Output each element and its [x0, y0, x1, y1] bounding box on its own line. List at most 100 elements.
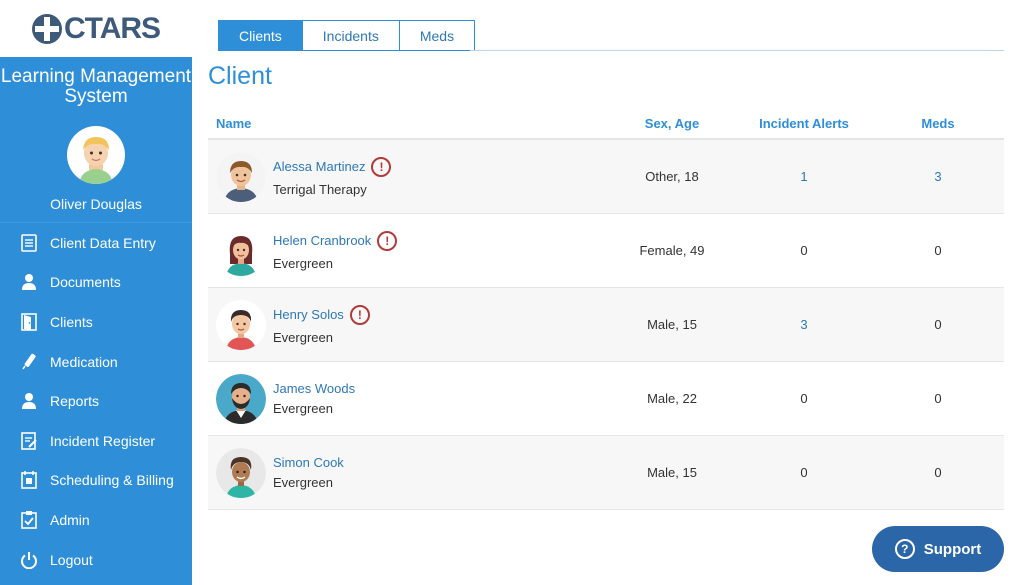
name-cell: Simon Cook Evergreen: [208, 447, 608, 498]
incident-alerts-cell[interactable]: 3: [800, 317, 808, 332]
tab-divider: [470, 50, 1004, 51]
incident-alerts-cell: 0: [800, 465, 808, 480]
clipboard-edit-icon: [20, 431, 38, 450]
door-icon: [20, 313, 38, 331]
sidebar-panel: Learning Management System Oliver Dougla…: [0, 57, 192, 585]
column-header-incident-alerts[interactable]: Incident Alerts: [759, 115, 849, 131]
calendar-icon: [20, 471, 38, 490]
person-icon: [20, 273, 38, 291]
sex-age-cell: Male, 15: [647, 317, 697, 332]
sidebar-item-label: Medication: [50, 353, 118, 370]
incident-alerts-cell[interactable]: 1: [800, 169, 808, 184]
curly-hair-boy-avatar-icon: [216, 447, 266, 498]
support-button[interactable]: ? Support: [872, 526, 1004, 572]
syringe-icon: [20, 353, 38, 371]
client-avatar: [216, 151, 266, 202]
person-icon: [20, 392, 38, 410]
client-name-link[interactable]: James Woods: [273, 381, 356, 396]
client-organization: Evergreen: [273, 475, 333, 490]
sidebar-item-clients[interactable]: Clients: [0, 302, 192, 342]
alert-icon[interactable]: !: [349, 304, 370, 325]
clipboard-check-icon: [20, 510, 38, 529]
sidebar-item-label: Documents: [50, 274, 121, 291]
logo-text: CTARS: [63, 11, 161, 45]
incident-alerts-cell: 0: [800, 243, 808, 258]
client-name-link[interactable]: Alessa Martinez !: [273, 156, 392, 177]
sidebar-item-label: Reports: [50, 393, 100, 410]
sidebar: CTARS Learning Management System Oliver …: [0, 0, 192, 585]
sidebar-item-client-data-entry[interactable]: Client Data Entry: [0, 223, 192, 263]
woman-avatar-icon: [216, 225, 266, 276]
sidebar-item-label: Admin: [50, 511, 90, 528]
app-title: Learning Management System: [0, 66, 192, 107]
meds-cell: 0: [934, 243, 942, 258]
page-title: Client: [208, 62, 272, 90]
client-organization: Terrigal Therapy: [273, 181, 367, 197]
tab-bar: Clients Incidents Meds: [218, 20, 476, 51]
meds-cell: 0: [934, 317, 942, 332]
table-row[interactable]: Alessa Martinez ! Terrigal Therapy Other…: [208, 140, 1004, 214]
sex-age-cell: Male, 22: [647, 391, 697, 406]
sidebar-item-label: Client Data Entry: [50, 234, 156, 251]
sidebar-item-documents[interactable]: Documents: [0, 263, 192, 303]
sidebar-item-logout[interactable]: Logout: [0, 540, 192, 580]
user-name: Oliver Douglas: [50, 196, 142, 212]
logo-cross-icon: [31, 13, 62, 44]
client-name-link[interactable]: Simon Cook: [273, 455, 344, 470]
question-icon: ?: [894, 539, 915, 559]
logo: CTARS: [0, 0, 192, 57]
alert-icon[interactable]: !: [377, 230, 398, 251]
table-row[interactable]: Helen Cranbrook ! Evergreen Female, 49 0…: [208, 214, 1004, 288]
sidebar-item-admin[interactable]: Admin: [0, 500, 192, 540]
column-header-meds[interactable]: Meds: [921, 115, 955, 131]
name-cell: Henry Solos ! Evergreen: [208, 299, 608, 350]
power-icon: [20, 551, 38, 569]
meds-cell: 0: [934, 465, 942, 480]
column-header-sex-age[interactable]: Sex, Age: [644, 115, 700, 131]
sidebar-item-label: Incident Register: [50, 432, 156, 449]
sidebar-item-incident-register[interactable]: Incident Register: [0, 421, 192, 461]
tab-clients[interactable]: Clients: [218, 20, 303, 51]
document-list-icon: [20, 233, 38, 252]
table-row[interactable]: Henry Solos ! Evergreen Male, 15 3 0: [208, 288, 1004, 362]
column-header-name[interactable]: Name: [216, 115, 252, 131]
name-cell: Alessa Martinez ! Terrigal Therapy: [208, 151, 608, 202]
boy-avatar-icon: [216, 299, 266, 350]
sex-age-cell: Male, 15: [647, 465, 697, 480]
incident-alerts-cell: 0: [800, 391, 808, 406]
sidebar-item-medication[interactable]: Medication: [0, 342, 192, 382]
tab-meds[interactable]: Meds: [399, 20, 476, 51]
client-avatar: [216, 225, 266, 276]
client-name-link[interactable]: Henry Solos !: [273, 304, 370, 325]
client-organization: Evergreen: [273, 329, 333, 345]
sidebar-item-label: Logout: [50, 551, 93, 568]
sidebar-item-label: Scheduling & Billing: [50, 472, 174, 489]
sidebar-item-scheduling-billing[interactable]: Scheduling & Billing: [0, 461, 192, 501]
table-row[interactable]: Simon Cook Evergreen Male, 15 0 0: [208, 436, 1004, 510]
tab-incidents[interactable]: Incidents: [302, 20, 400, 51]
meds-cell: 0: [934, 391, 942, 406]
user-avatar[interactable]: [67, 126, 125, 184]
sex-age-cell: Female, 49: [639, 243, 705, 258]
boy-avatar-icon: [79, 137, 113, 184]
man-avatar-icon: [216, 151, 266, 202]
client-name-link[interactable]: Helen Cranbrook !: [273, 230, 398, 251]
sidebar-menu: Client Data Entry Documents Clients Medi…: [0, 222, 192, 579]
support-label: Support: [923, 540, 982, 558]
meds-cell[interactable]: 3: [934, 169, 942, 184]
client-avatar: [216, 299, 266, 350]
client-organization: Evergreen: [273, 401, 333, 416]
client-avatar: [216, 447, 266, 498]
sidebar-item-reports[interactable]: Reports: [0, 381, 192, 421]
client-organization: Evergreen: [273, 255, 333, 271]
sidebar-item-label: Clients: [50, 313, 93, 330]
client-avatar: [216, 373, 266, 424]
bearded-man-avatar-icon: [216, 373, 266, 424]
name-cell: Helen Cranbrook ! Evergreen: [208, 225, 608, 276]
clients-table: Name Sex, Age Incident Alerts Meds Ale: [208, 108, 1004, 510]
alert-icon[interactable]: !: [371, 156, 392, 177]
name-cell: James Woods Evergreen: [208, 373, 608, 424]
table-row[interactable]: James Woods Evergreen Male, 22 0 0: [208, 362, 1004, 436]
sex-age-cell: Other, 18: [645, 169, 699, 184]
table-header: Name Sex, Age Incident Alerts Meds: [208, 108, 1004, 140]
